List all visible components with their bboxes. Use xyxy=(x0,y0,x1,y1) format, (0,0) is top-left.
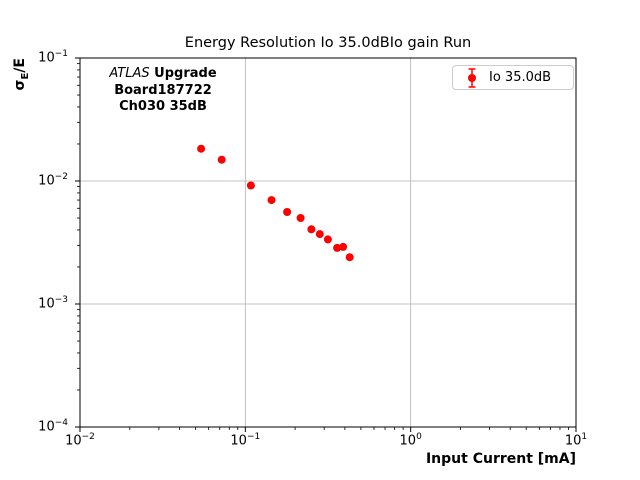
x-tick-label: 10−1 xyxy=(230,432,261,449)
legend-label: Io 35.0dB xyxy=(489,70,552,85)
x-tick-label: 10−2 xyxy=(65,432,95,449)
chart-title: Energy Resolution Io 35.0dBIo gain Run xyxy=(184,35,472,51)
data-point xyxy=(307,225,316,234)
data-point xyxy=(197,144,206,153)
errorbar-marker-icon xyxy=(468,67,476,88)
data-point xyxy=(246,181,255,190)
annotation-board: Board187722 xyxy=(114,82,212,98)
data-point xyxy=(315,230,324,239)
annotation-upgrade: Upgrade xyxy=(154,66,217,81)
data-point xyxy=(339,242,348,251)
data-point xyxy=(345,253,354,262)
data-point xyxy=(333,243,342,252)
data-point xyxy=(283,208,292,216)
x-tick-label: 100 xyxy=(399,432,422,449)
data-point xyxy=(267,196,276,205)
annotation-experiment: ATLAS xyxy=(109,66,150,81)
x-tick-label: 101 xyxy=(564,432,588,449)
data-point xyxy=(323,235,332,244)
ylabel-subscript: E xyxy=(19,72,31,80)
data-point xyxy=(296,214,305,222)
y-tick-label: 10−1 xyxy=(38,49,68,66)
annotation-channel: Ch030 35dB xyxy=(119,99,207,114)
ylabel-symbol: σ xyxy=(12,79,28,91)
x-axis-label: Input Current [mA] xyxy=(425,451,576,467)
y-tick-label: 10−4 xyxy=(38,418,68,435)
data-point xyxy=(217,155,226,164)
annotation: ATLAS Upgrade Board187722 Ch030 35dB xyxy=(92,66,234,116)
y-tick-label: 10−3 xyxy=(38,295,68,312)
annotation-line1: ATLAS Upgrade xyxy=(92,66,234,83)
legend: Io 35.0dB xyxy=(452,65,574,90)
y-tick-label: 10−2 xyxy=(38,172,68,189)
